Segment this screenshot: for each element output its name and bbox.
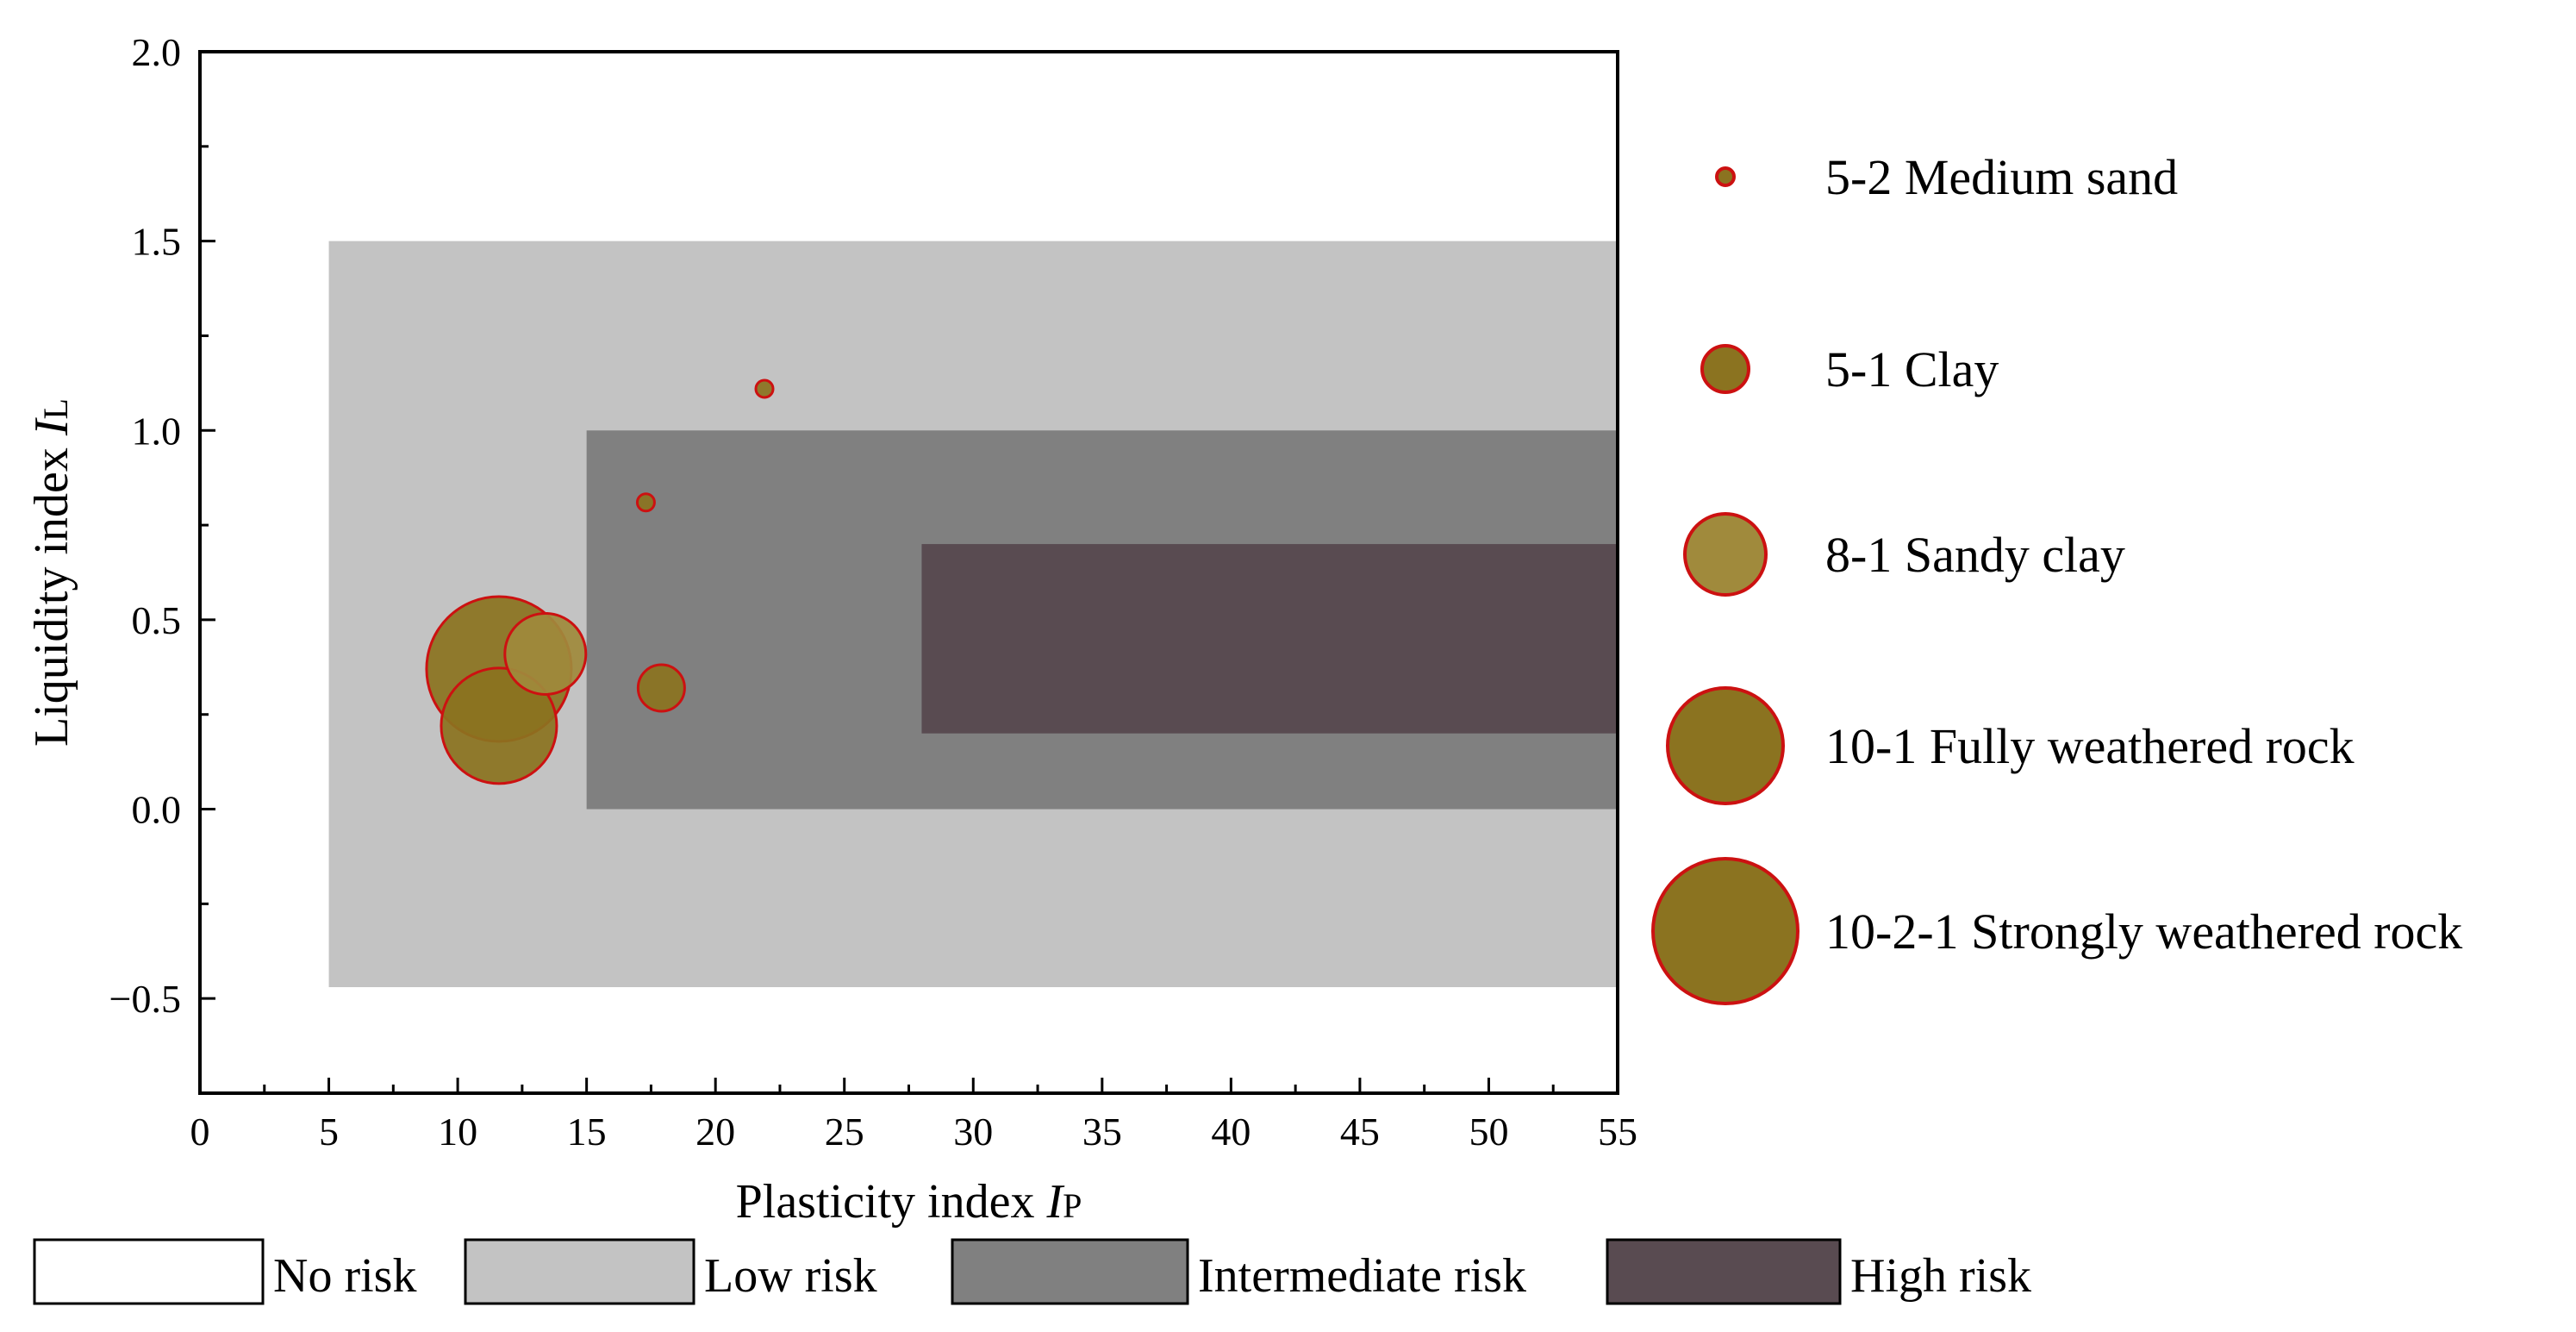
legend-label: 10-2-1 Strongly weathered rock [1825,904,2462,960]
x-tick-label: 50 [1469,1110,1508,1154]
legend-label: 10-1 Fully weathered rock [1825,718,2355,774]
risk-legend-label: No risk [273,1249,416,1303]
data-marker [635,492,656,513]
legend-label: 8-1 Sandy clay [1825,527,2125,583]
legend-label: 5-2 Medium sand [1825,149,2178,205]
size-legend: 5-2 Medium sand 5-1 Clay 8-1 Sandy clay 10-… [1651,149,2462,1005]
x-tick-label: 55 [1598,1110,1637,1154]
axis-ticks: 0 5 10 15 20 25 30 35 40 45 50 55 −0.5 0.0 0.5 1.0 1.5 2.… [109,30,1637,1154]
risk-legend-swatch [33,1238,265,1305]
risk-legend-swatch [1606,1238,1842,1305]
risk-legend-label: Intermediate risk [1198,1249,1526,1303]
data-marker [503,611,588,696]
risk-legend-swatch [951,1238,1189,1305]
data-markers [425,378,775,785]
legend-label: 5-1 Clay [1825,341,1999,397]
y-tick-label: 0.5 [132,598,182,642]
risk-legend-label: High risk [1850,1249,2031,1303]
legend-marker [1651,857,1799,1005]
x-tick-label: 5 [319,1110,339,1154]
legend-marker [1683,512,1768,597]
risk-legend: No risk Low risk Intermediate risk High ris… [33,1238,2031,1305]
x-tick-label: 15 [567,1110,607,1154]
data-marker [754,378,775,399]
legend-marker [1666,686,1785,805]
x-tick-label: 10 [438,1110,477,1154]
data-marker [636,663,686,713]
x-tick-label: 45 [1340,1110,1380,1154]
risk-zone [921,544,1618,734]
x-tick-label: 0 [190,1110,210,1154]
risk-legend-label: Low risk [704,1249,877,1303]
legend-marker [1700,344,1750,394]
risk-legend-swatch [464,1238,695,1305]
data-marker [440,666,558,785]
y-tick-label: 1.5 [132,220,182,264]
x-tick-label: 30 [953,1110,993,1154]
y-tick-label: −0.5 [109,977,181,1021]
x-tick-label: 20 [695,1110,735,1154]
x-tick-label: 40 [1211,1110,1251,1154]
y-tick-label: 0.0 [132,788,182,832]
x-tick-label: 25 [825,1110,864,1154]
x-axis-label: Plasticity index IP [736,1175,1082,1229]
y-tick-label: 2.0 [132,30,182,74]
y-axis-label: Liquidity index IL [25,398,78,747]
legend-marker [1715,166,1736,187]
x-tick-label: 35 [1082,1110,1122,1154]
y-tick-label: 1.0 [132,409,182,453]
